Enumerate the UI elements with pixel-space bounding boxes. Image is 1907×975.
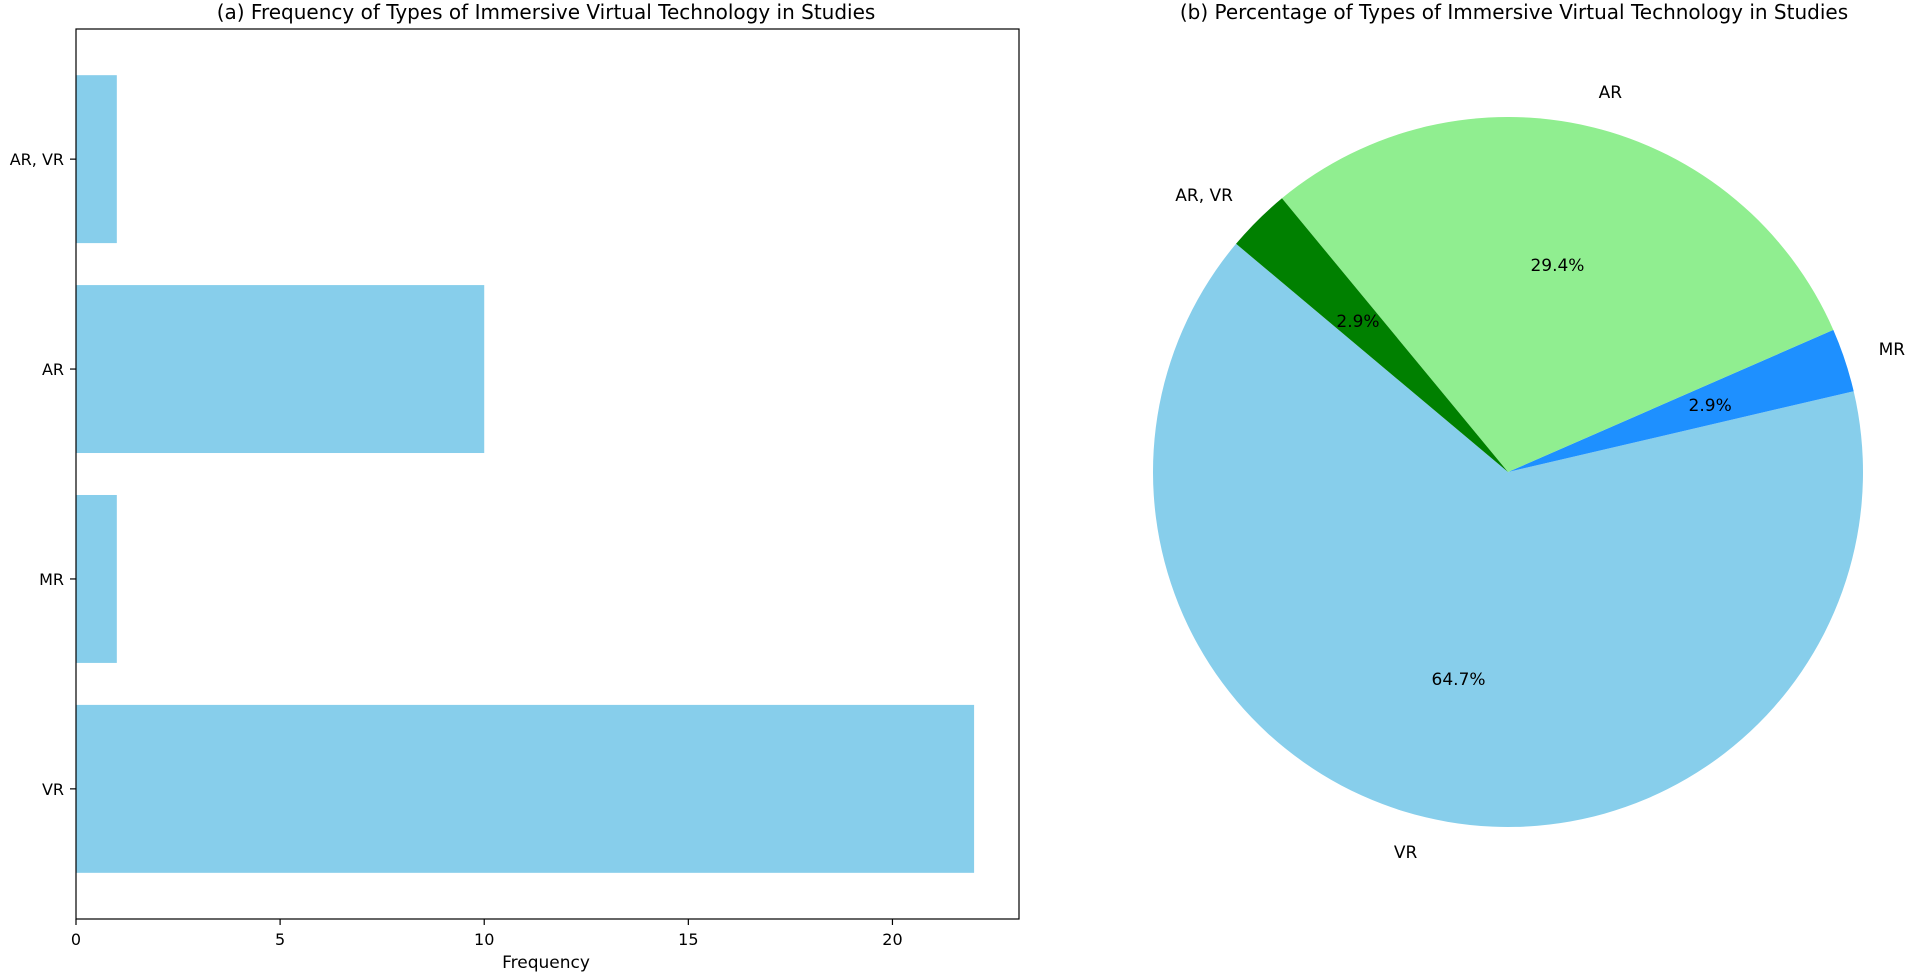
pie-percent-mr: 2.9%	[1689, 396, 1732, 416]
bar-marks	[76, 75, 975, 873]
bar-ar-vr	[76, 75, 117, 244]
y-tick-label-ar: AR	[42, 360, 64, 379]
y-tick-label-vr: VR	[42, 780, 64, 799]
pie-percent-ar-vr: 2.9%	[1336, 312, 1379, 332]
pie-chart-title: (b) Percentage of Types of Immersive Vir…	[1180, 0, 1848, 24]
y-tick-label-ar-vr: AR, VR	[10, 150, 64, 169]
pie-slice-labels: VR MR AR AR, VR	[1175, 83, 1905, 863]
pie-label-ar-vr: AR, VR	[1175, 186, 1233, 206]
pie-percent-ar: 29.4%	[1530, 256, 1584, 276]
pie-label-mr: MR	[1879, 340, 1906, 360]
bar-chart-panel: (a) Frequency of Types of Immersive Virt…	[10, 0, 1020, 973]
pie-percent-vr: 64.7%	[1432, 670, 1486, 690]
bar-ar	[76, 285, 485, 454]
pie-slices	[1152, 117, 1863, 827]
pie-slice-vr	[1152, 243, 1863, 827]
x-axis-ticks: 0 5 10 15 20	[71, 919, 903, 949]
pie-label-vr: VR	[1394, 843, 1418, 863]
pie-slice-ar	[1281, 117, 1834, 472]
x-tick-label: 20	[882, 930, 902, 949]
x-tick-label: 15	[678, 930, 698, 949]
pie-label-ar: AR	[1599, 83, 1623, 103]
x-tick-label: 10	[474, 930, 494, 949]
y-axis-ticks: VR MR AR AR, VR	[10, 150, 76, 799]
x-tick-label: 5	[275, 930, 285, 949]
pie-chart-panel: (b) Percentage of Types of Immersive Vir…	[1152, 0, 1905, 863]
bar-vr	[76, 704, 975, 873]
bar-mr	[76, 494, 117, 663]
x-tick-label: 0	[71, 930, 81, 949]
y-tick-label-mr: MR	[39, 570, 64, 589]
pie-percent-labels: 64.7% 2.9% 29.4% 2.9%	[1336, 256, 1731, 690]
bar-plot-frame	[75, 28, 1020, 920]
pie-slice-ar-vr	[1236, 198, 1508, 472]
x-axis-label: Frequency	[502, 953, 590, 973]
pie-slice-mr	[1508, 329, 1854, 472]
bar-chart-title: (a) Frequency of Types of Immersive Virt…	[217, 0, 876, 24]
